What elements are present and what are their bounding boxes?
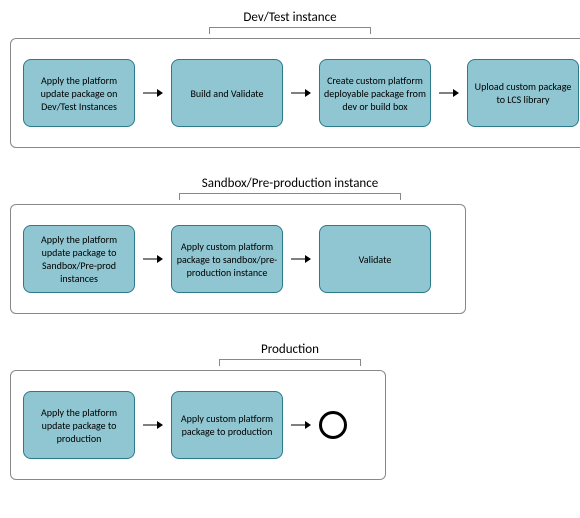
sandbox-title: Sandbox/Pre-production instance bbox=[75, 176, 505, 191]
sandbox-stage: Apply the platform update package to San… bbox=[10, 204, 466, 314]
arrow-icon bbox=[439, 88, 459, 98]
arrow-icon bbox=[291, 254, 311, 264]
sandbox-node-2: Apply custom platform package to sandbox… bbox=[171, 225, 283, 293]
production-title: Production bbox=[115, 342, 465, 357]
end-event-icon bbox=[319, 411, 347, 439]
sandbox-node-3: Validate bbox=[319, 225, 431, 293]
production-node-2: Apply custom platform package to product… bbox=[171, 391, 283, 459]
arrow-icon bbox=[291, 420, 311, 430]
devtest-title: Dev/Test instance bbox=[11, 10, 569, 25]
arrow-icon bbox=[143, 254, 163, 264]
devtest-node-4: Upload custom package to LCS library bbox=[467, 59, 579, 127]
production-node-1: Apply the platform update package to pro… bbox=[23, 391, 135, 459]
devtest-bracket bbox=[209, 27, 371, 34]
devtest-node-3: Create custom platform deployable packag… bbox=[319, 59, 431, 127]
production-bracket bbox=[219, 359, 361, 366]
devtest-node-2: Build and Validate bbox=[171, 59, 283, 127]
arrow-icon bbox=[291, 88, 311, 98]
sandbox-bracket bbox=[179, 193, 401, 200]
production-stage: Apply the platform update package to pro… bbox=[10, 370, 386, 480]
arrow-icon bbox=[143, 420, 163, 430]
sandbox-node-1: Apply the platform update package to San… bbox=[23, 225, 135, 293]
arrow-icon bbox=[143, 88, 163, 98]
devtest-node-1: Apply the platform update package on Dev… bbox=[23, 59, 135, 127]
devtest-stage: Apply the platform update package on Dev… bbox=[10, 38, 580, 148]
